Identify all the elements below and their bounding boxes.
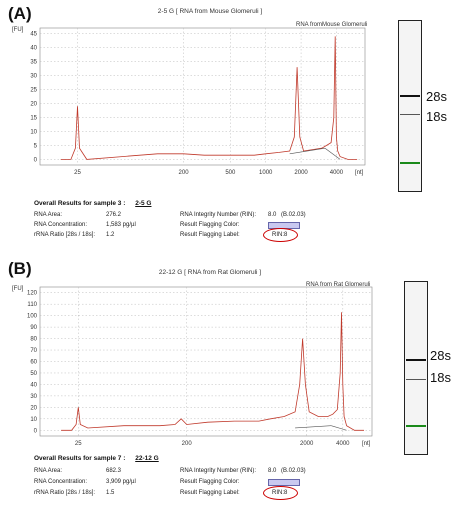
y-tick-label: 30 [30,74,37,80]
rna-concentration-label: RNA Concentration: [34,479,88,485]
rin-label: RNA Integrity Number (RIN): [180,212,257,218]
electropherogram-title: 22-12 G [ RNA from Rat Glomeruli ] [158,269,262,276]
baseline-segment [295,425,332,429]
rrna-ratio-value: 1.5 [106,490,115,496]
flag-color-label: Result Flagging Color: [180,222,240,228]
x-tick-label: 2000 [294,170,308,176]
y-tick-label: 5 [34,143,38,149]
rna-area-label: RNA Area: [34,212,63,218]
gel-band-28s [406,359,426,361]
gel-lane [398,20,422,192]
flag-color-label: Result Flagging Color: [180,479,240,485]
y-tick-label: 35 [30,60,37,66]
x-tick-label: 25 [75,441,82,447]
rna-area-value: 682.3 [106,468,122,474]
gel-marker-band [400,162,420,164]
rin-version: (B.02.03) [281,212,306,218]
electropherogram-subtitle: RNA fromMouse Glomeruli [296,22,368,28]
panel-a: (A) 2-5 G [ RNA from Mouse Glomeruli ] R… [8,4,447,242]
x-axis-label: [nt] [355,170,364,176]
rin-label: RNA Integrity Number (RIN): [180,468,257,474]
y-tick-label: 20 [30,405,37,411]
plot-frame [39,27,366,166]
rna-area-label: RNA Area: [34,468,63,474]
rna-concentration-value: 3,909 pg/µl [106,479,136,485]
label-28s: 28s [430,348,451,363]
electropherogram-subtitle: RNA from Rat Glomeruli [306,282,371,288]
rna-area-value: 276.2 [106,212,122,218]
y-tick-label: 15 [30,115,37,121]
x-tick-label: 4000 [336,441,350,447]
y-tick-label: 60 [30,360,37,366]
flag-label-label: Result Flagging Label: [180,232,240,238]
panel-b: (B) 22-12 G [ RNA from Rat Glomeruli ] R… [0,253,474,506]
label-18s: 18s [430,370,451,385]
electropherogram-chart: 0 10 20 30 40 50 60 70 80 90 100 110 120 25 200 2000 400… [12,286,373,447]
label-18s: 18s [426,109,447,124]
results-heading: Overall Results for sample 7 : 22-12 G [34,455,159,462]
gel-marker-band [406,425,426,427]
y-tick-label: 10 [30,417,37,423]
electropherogram-chart: 0 5 10 15 20 25 30 35 40 45 25 200 500 1000 2000 4000 [F… [12,27,366,176]
y-tick-label: 110 [27,302,37,308]
results-heading-text: Overall Results for sample 3 : [34,200,126,207]
y-axis-label: [FU] [12,286,24,292]
y-tick-label: 70 [30,348,37,354]
y-tick-label: 0 [34,428,38,434]
x-tick-label: 4000 [330,170,344,176]
results-sample-name: 2-5 G [135,200,152,207]
baseline-segment [331,425,347,431]
rin-value: 8.0 [268,468,277,474]
flag-label-label: Result Flagging Label: [180,490,240,496]
y-tick-label: 30 [30,394,37,400]
y-tick-label: 45 [30,32,37,38]
panel-label: (A) [8,4,32,23]
flag-color-swatch [268,479,300,486]
results-sample-name: 22-12 G [135,455,159,462]
y-tick-label: 100 [27,314,38,320]
electropherogram-trace [60,36,358,160]
y-tick-label: 90 [30,325,37,331]
y-tick-label: 120 [27,291,38,297]
results-heading-text: Overall Results for sample 7 : [34,455,126,462]
rin-version: (B.02.03) [281,468,306,474]
rin-value: 8.0 [268,212,277,218]
electropherogram-title: 2-5 G [ RNA from Mouse Glomeruli ] [157,8,263,15]
y-tick-label: 25 [30,88,37,94]
x-tick-label: 1000 [259,170,273,176]
results-heading: Overall Results for sample 3 : 2-5 G [34,200,151,207]
y-tick-label: 20 [30,101,37,107]
x-tick-label: 200 [182,441,193,447]
electropherogram-trace [61,312,364,431]
gel-band-18s [400,114,420,115]
y-tick-label: 80 [30,337,37,343]
gel-lane [404,281,428,455]
x-tick-label: 25 [74,170,81,176]
rrna-ratio-label: rRNA Ratio [28s / 18s]: [34,232,96,238]
baseline-segment [324,147,341,160]
label-28s: 28s [426,89,447,104]
y-axis-label: [FU] [12,27,24,33]
rrna-ratio-value: 1.2 [106,232,115,238]
y-tick-label: 0 [34,157,38,163]
gel-band-18s [406,379,426,380]
y-tick-label: 10 [30,129,37,135]
panel-label: (B) [8,259,32,278]
x-tick-label: 2000 [300,441,314,447]
gel-band-28s [400,95,420,97]
rna-concentration-value: 1,583 pg/µl [106,222,136,228]
baseline-segment [289,147,326,155]
x-axis-label: [nt] [362,441,371,447]
rrna-ratio-label: rRNA Ratio [28s / 18s]: [34,490,96,496]
y-tick-label: 40 [30,382,37,388]
x-tick-label: 200 [179,170,190,176]
x-tick-label: 500 [225,170,236,176]
rin-highlight-circle [263,228,298,242]
y-tick-label: 50 [30,371,37,377]
rna-concentration-label: RNA Concentration: [34,222,88,228]
rin-highlight-circle [263,486,298,500]
y-tick-label: 40 [30,46,37,52]
